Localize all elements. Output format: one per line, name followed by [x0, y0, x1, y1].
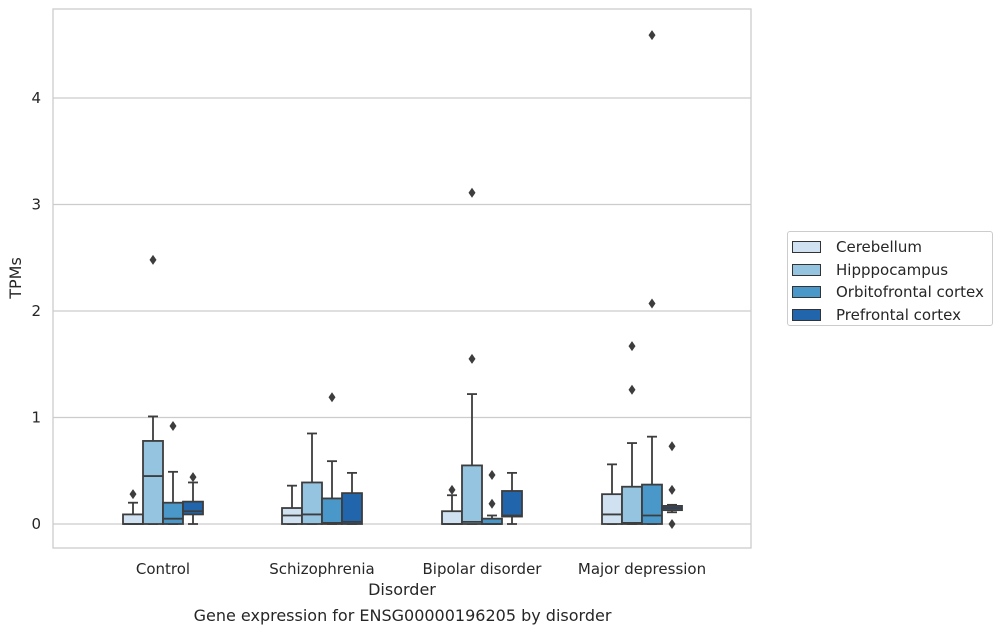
box-plots [122, 30, 683, 529]
outlier-point [468, 353, 476, 364]
outlier-point [448, 484, 456, 495]
box-prefrontal-cortex [501, 471, 523, 525]
outlier-point [488, 470, 496, 481]
box-orbitofrontal-cortex [641, 30, 663, 525]
box-hipppocampus [461, 187, 483, 525]
box-hipppocampus [301, 432, 323, 525]
box-iqr [142, 440, 164, 525]
outlier-point [488, 498, 496, 509]
box-iqr [122, 513, 144, 525]
legend-label: Cerebellum [836, 238, 922, 257]
box-cerebellum [281, 484, 303, 525]
legend-swatch [792, 308, 821, 321]
box-iqr [182, 500, 204, 516]
outlier-point [628, 341, 636, 352]
outlier-point [328, 392, 336, 403]
box-prefrontal-cortex [661, 441, 683, 529]
y-tick-label: 3 [31, 196, 41, 214]
y-tick-label: 1 [31, 409, 41, 427]
box-orbitofrontal-cortex [481, 470, 503, 525]
y-tick-label: 0 [31, 515, 41, 533]
outlier-point [149, 254, 157, 265]
y-tick-labels: 0 1 2 3 4 [31, 89, 41, 533]
outlier-point [648, 30, 656, 41]
legend-item: Orbitofrontal cortex [792, 281, 992, 304]
legend-swatch [792, 263, 821, 276]
box-cerebellum [122, 489, 144, 525]
legend-label: Orbitofrontal cortex [836, 283, 984, 302]
outlier-point [189, 472, 197, 483]
outlier-point [668, 441, 676, 452]
box-hipppocampus [621, 341, 643, 525]
box-orbitofrontal-cortex [321, 392, 343, 525]
box-prefrontal-cortex [341, 471, 363, 525]
x-tick-label: Bipolar disorder [423, 560, 543, 578]
box-iqr [321, 497, 343, 525]
x-tick-label: Major depression [578, 560, 706, 578]
outlier-point [668, 484, 676, 495]
x-tick-label: Schizophrenia [269, 560, 374, 578]
box-iqr [441, 510, 463, 525]
box-prefrontal-cortex [182, 472, 204, 525]
legend-label: Prefrontal cortex [836, 305, 961, 324]
legend-swatch [792, 241, 821, 254]
outlier-point [468, 187, 476, 198]
outlier-point [668, 519, 676, 529]
box-iqr [501, 490, 523, 518]
box-cerebellum [441, 484, 463, 525]
outlier-point [169, 421, 177, 432]
legend-item: Prefrontal cortex [792, 304, 992, 327]
box-iqr [461, 464, 483, 525]
y-tick-label: 2 [31, 302, 41, 320]
y-axis-title: TPMs [6, 257, 25, 300]
x-tick-label: Control [136, 560, 190, 578]
y-tick-label: 4 [31, 89, 41, 107]
box-iqr [162, 501, 184, 525]
x-tick-labels: Control Schizophrenia Bipolar disorder Majo… [136, 560, 706, 578]
outlier-point [648, 298, 656, 309]
outlier-point [628, 384, 636, 395]
legend-swatch [792, 286, 821, 299]
box-cerebellum [601, 463, 623, 525]
plot-area-frame [52, 8, 752, 549]
box-iqr [641, 483, 663, 525]
box-iqr [621, 485, 643, 525]
box-iqr [301, 481, 323, 525]
box-iqr [601, 493, 623, 525]
legend-item: Cerebellum [792, 236, 992, 259]
legend-label: Hipppocampus [836, 260, 949, 279]
box-iqr [341, 492, 363, 525]
box-hipppocampus [142, 254, 164, 525]
x-axis-title: Disorder [368, 580, 436, 599]
legend-item: Hipppocampus [792, 259, 992, 282]
chart-caption: Gene expression for ENSG00000196205 by d… [193, 606, 612, 625]
legend: Cerebellum Hipppocampus Orbitofrontal cort… [787, 231, 993, 326]
outlier-point [129, 489, 137, 500]
box-orbitofrontal-cortex [162, 421, 184, 525]
